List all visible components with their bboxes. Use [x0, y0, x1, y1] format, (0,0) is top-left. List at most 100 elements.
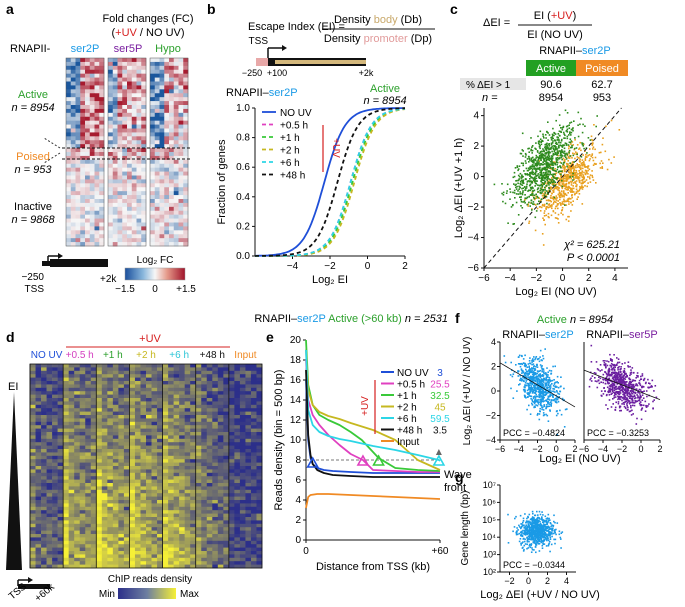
scatter-point-active — [562, 126, 565, 128]
scatter-point-active — [555, 157, 557, 159]
heatmap-cell-d — [118, 442, 125, 446]
heatmap-cell-a — [150, 191, 156, 196]
scatter-point-active — [532, 164, 534, 166]
heatmap-cell-a — [164, 97, 170, 102]
heatmap-cell-d — [57, 381, 64, 385]
heatmap-cell-a — [127, 155, 133, 161]
heatmap-cell-d — [162, 432, 169, 436]
heatmap-cell-d — [107, 506, 114, 511]
heatmap-cell-d — [90, 517, 97, 521]
b-y-tick-label: 0.6 — [236, 162, 250, 173]
heatmap-cell-d — [168, 445, 174, 450]
scatter-point-poised — [576, 176, 579, 178]
scatter-point-poised — [562, 180, 565, 182]
heatmap-cell-a — [159, 120, 165, 126]
heatmap-cell-d — [46, 486, 53, 491]
scatter-point-active — [550, 147, 553, 149]
scatter-point-active — [533, 196, 535, 199]
heatmap-cell-d — [157, 398, 163, 402]
heatmap-cell-d — [57, 527, 64, 531]
scatter-point-active — [519, 186, 521, 189]
heatmap-cell-d — [195, 476, 202, 480]
heatmap-cell-d — [96, 459, 103, 463]
scatter-point-poised — [564, 170, 566, 173]
scatter-point-active — [547, 165, 549, 167]
heatmap-cell-a — [169, 234, 175, 239]
heatmap-cell-d — [52, 364, 58, 368]
ei-tick-2k: +2k — [359, 68, 374, 78]
scatter-point-active — [581, 142, 583, 144]
scatter-point-active — [566, 125, 569, 127]
scatter-point-active — [555, 170, 557, 172]
heatmap-cell-d — [184, 483, 191, 487]
heatmap-cell-a — [75, 144, 81, 149]
heatmap-cell-d — [184, 401, 191, 406]
heatmap-cell-a — [150, 105, 156, 110]
scatter-point-active — [569, 155, 571, 157]
heatmap-cell-d — [63, 537, 69, 542]
scatter-point-active — [538, 168, 541, 170]
heatmap-cell-d — [35, 435, 42, 440]
heatmap-cell-d — [79, 455, 86, 460]
heatmap-cell-a — [117, 167, 123, 173]
heatmap-cell-a — [117, 187, 123, 192]
scatter-point-active — [514, 167, 517, 169]
scatter-point-poised — [562, 195, 564, 197]
heatmap-cell-d — [90, 506, 97, 511]
heatmap-cell-d — [134, 564, 141, 569]
heatmap-cell-a — [89, 238, 95, 243]
heatmap-cell-a — [94, 144, 100, 149]
scatter-point-poised — [554, 174, 557, 176]
heatmap-cell-a — [127, 140, 133, 145]
scatter-point-active — [539, 144, 541, 147]
scatter-point-active — [543, 137, 545, 139]
heatmap-cell-a — [89, 93, 95, 98]
scatter-point-poised — [539, 206, 541, 208]
heatmap-cell-d — [63, 551, 69, 555]
heatmap-cell-d — [184, 428, 191, 433]
heatmap-cell-d — [96, 472, 103, 477]
heatmap-cell-a — [122, 97, 128, 102]
scatter-point-active — [539, 171, 541, 174]
heatmap-cell-d — [30, 527, 36, 531]
heatmap-cell-d — [157, 472, 163, 477]
heatmap-cell-a — [154, 108, 160, 114]
heatmap-cell-d — [35, 503, 42, 508]
heatmap-cell-a — [164, 85, 170, 90]
heatmap-cell-a — [94, 199, 100, 204]
row2-label: n = — [482, 92, 498, 104]
heatmap-cell-a — [89, 214, 95, 220]
b-legend-label: +1 h — [280, 133, 300, 144]
heatmap-cell-a — [99, 124, 105, 129]
scatter-point-poised — [557, 181, 559, 184]
heatmap-cell-a — [108, 93, 114, 98]
heatmap-cell-d — [41, 513, 47, 518]
heatmap-cell-d — [68, 374, 75, 378]
heatmap-cell-a — [183, 128, 189, 133]
scatter-point-active — [532, 194, 534, 196]
heatmap-cell-a — [136, 85, 142, 90]
heatmap-cell-d — [157, 496, 163, 501]
scatter-point-active — [530, 148, 532, 151]
heatmap-cell-d — [79, 476, 86, 480]
heatmap-cell-d — [140, 513, 147, 518]
heatmap-cell-a — [141, 132, 147, 137]
heatmap-cell-d — [85, 435, 92, 440]
heatmap-cell-d — [123, 476, 130, 480]
heatmap-cell-d — [112, 370, 119, 375]
heatmap-cell-d — [123, 462, 130, 467]
heatmap-cell-d — [35, 377, 42, 382]
heatmap-cell-a — [99, 163, 105, 169]
heatmap-cell-a — [85, 112, 91, 118]
scatter-point-active — [575, 147, 578, 149]
heatmap-cell-a — [169, 140, 175, 145]
scatter-point-active — [569, 132, 571, 135]
heatmap-cell-d — [90, 459, 97, 463]
heatmap-cell-d — [112, 408, 119, 412]
heatmap-cell-d — [46, 394, 53, 399]
heatmap-cell-a — [99, 171, 105, 176]
scatter-point-active — [559, 154, 561, 157]
heatmap-cell-a — [108, 97, 114, 102]
scatter-point-active — [541, 168, 544, 171]
scatter-point-poised — [579, 185, 581, 188]
